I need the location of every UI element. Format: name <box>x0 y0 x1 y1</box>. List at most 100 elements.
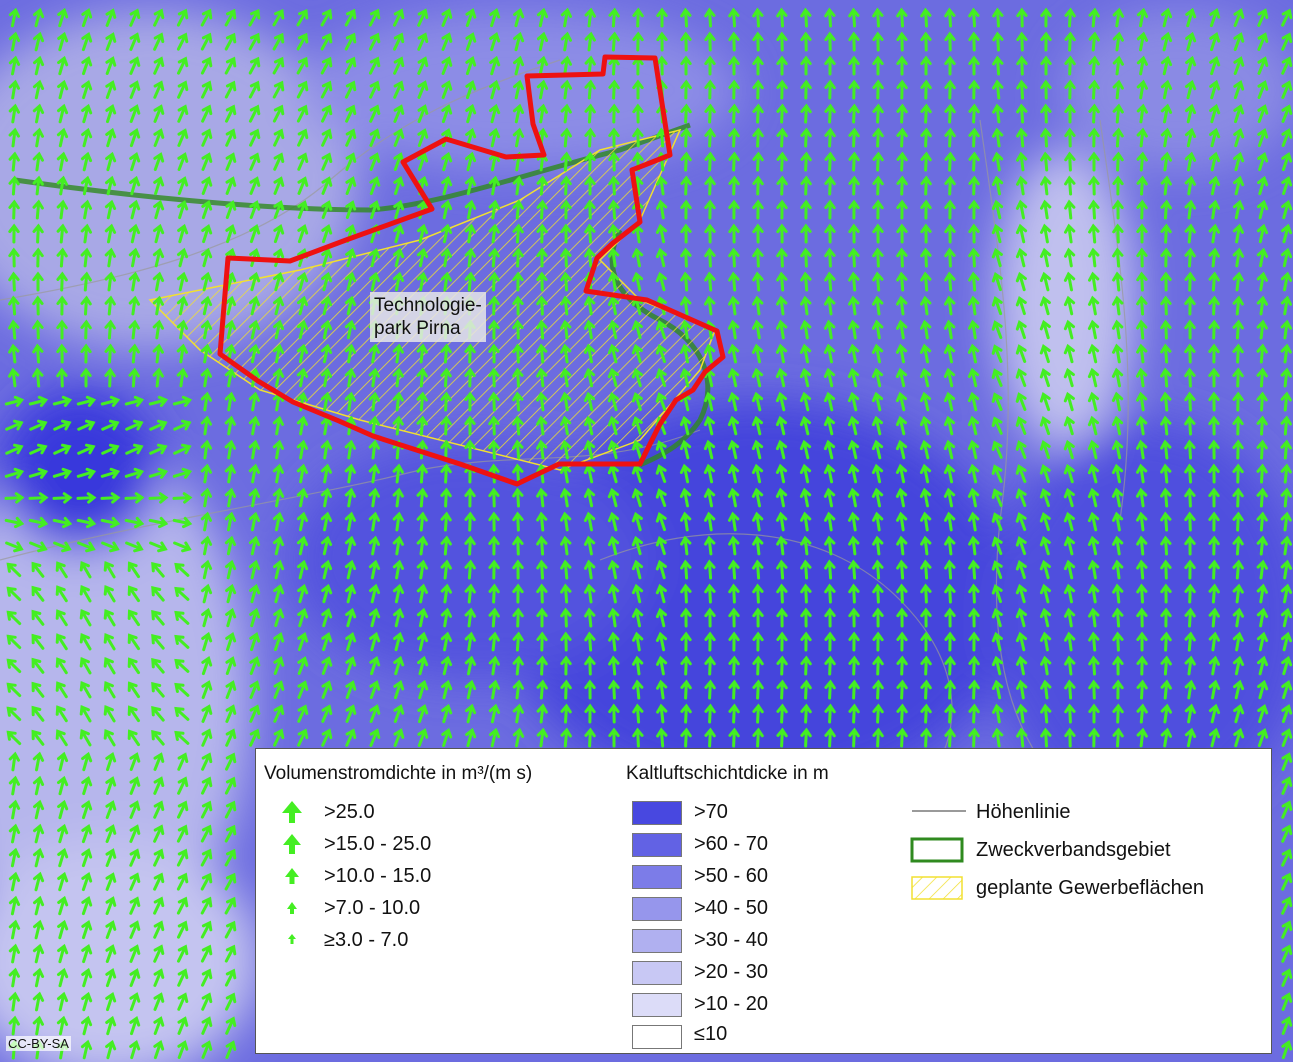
flow-arrow <box>1015 560 1027 580</box>
flow-arrow <box>728 79 740 100</box>
flow-arrow <box>800 655 812 676</box>
flow-arrow <box>1256 247 1269 268</box>
flow-arrow <box>824 535 836 556</box>
flow-class-1: >25.0 <box>324 801 375 823</box>
flow-arrow <box>703 439 716 460</box>
flow-arrow <box>488 631 500 652</box>
flow-arrow <box>824 295 836 316</box>
flow-arrow <box>752 175 764 196</box>
flow-arrow <box>655 440 667 459</box>
flow-arrow <box>6 634 22 650</box>
flow-arrow <box>28 492 49 504</box>
flow-arrow <box>225 728 237 747</box>
flow-arrow <box>321 247 333 268</box>
flow-arrow <box>824 79 836 100</box>
flow-arrow <box>1160 127 1172 148</box>
flow-arrow <box>1039 247 1052 268</box>
flow-arrow <box>248 343 261 364</box>
flow-arrow <box>512 727 525 748</box>
flow-arrow <box>776 319 788 340</box>
flow-arrow <box>31 705 45 722</box>
flow-arrow <box>1063 583 1076 604</box>
flow-arrow <box>728 295 740 316</box>
flow-arrow <box>872 175 884 196</box>
flow-arrow <box>944 151 956 172</box>
flow-arrow <box>847 487 860 508</box>
flow-arrow <box>1016 103 1028 124</box>
flow-arrow <box>224 8 237 27</box>
flow-arrow <box>800 223 812 244</box>
flow-arrow <box>704 607 716 628</box>
flow-arrow <box>631 367 643 388</box>
flow-arrow <box>919 367 932 388</box>
flow-arrow <box>152 271 165 292</box>
flow-arrow <box>153 152 165 171</box>
flow-arrow <box>1039 464 1051 484</box>
flow-arrow <box>127 729 140 747</box>
flow-arrow <box>752 703 764 724</box>
flow-arrow <box>1015 296 1027 316</box>
flow-arrow <box>31 561 45 578</box>
flow-arrow <box>824 319 836 340</box>
flow-arrow <box>297 583 309 604</box>
flow-arrow <box>991 344 1003 363</box>
flow-arrow <box>129 872 141 891</box>
flow-arrow <box>896 31 908 52</box>
flow-arrow <box>775 391 788 412</box>
flow-arrow <box>704 151 716 172</box>
flow-arrow <box>249 176 261 195</box>
flow-arrow <box>1257 199 1269 220</box>
flow-arrow <box>201 104 213 123</box>
flow-arrow <box>800 583 812 604</box>
flow-arrow <box>1112 727 1124 748</box>
flow-arrow <box>920 7 932 28</box>
flow-arrow <box>752 7 764 28</box>
flow-arrow <box>32 223 44 244</box>
flow-arrow <box>512 559 524 580</box>
flow-arrow <box>560 367 572 388</box>
flow-arrow <box>560 295 572 316</box>
flow-arrow <box>872 31 884 52</box>
flow-arrow <box>151 561 165 578</box>
flow-arrow <box>920 583 932 604</box>
flow-arrow <box>944 511 956 532</box>
flow-arrow <box>32 1015 44 1036</box>
flow-arrow <box>1136 727 1148 748</box>
flow-arrow <box>703 343 716 364</box>
flow-arrow <box>823 439 836 460</box>
flow-arrow <box>680 199 692 220</box>
flow-arrow <box>584 535 596 556</box>
flow-arrow <box>800 631 812 652</box>
flow-arrow <box>177 944 189 963</box>
flow-arrow <box>1256 535 1268 556</box>
flow-arrow <box>919 343 932 364</box>
flow-arrow <box>1088 631 1100 652</box>
flow-arrow <box>248 511 261 532</box>
flow-arrow <box>776 7 788 28</box>
flow-arrow <box>105 992 117 1012</box>
flow-arrow <box>512 223 524 244</box>
flow-arrow <box>248 319 261 340</box>
flow-arrow <box>8 127 20 148</box>
flow-arrow <box>464 487 476 508</box>
flow-arrow <box>631 511 643 532</box>
flow-arrow <box>417 56 429 75</box>
flow-arrow <box>896 607 908 628</box>
flow-arrow <box>32 199 44 220</box>
flow-arrow <box>1136 583 1148 604</box>
flow-arrow <box>1160 511 1172 532</box>
flow-arrow <box>992 103 1004 124</box>
flow-arrow <box>225 104 237 123</box>
flow-arrow <box>31 657 45 674</box>
flow-arrow <box>680 127 692 148</box>
flow-arrow <box>512 199 524 220</box>
flow-arrow <box>560 559 572 580</box>
flow-arrow <box>8 895 21 916</box>
flow-class-4-icon <box>287 902 297 914</box>
flow-arrow <box>968 175 980 196</box>
flow-arrow <box>727 415 739 436</box>
flow-arrow <box>776 535 788 556</box>
flow-arrow <box>1064 79 1076 100</box>
flow-arrow <box>1039 392 1051 412</box>
flow-arrow <box>33 823 45 844</box>
